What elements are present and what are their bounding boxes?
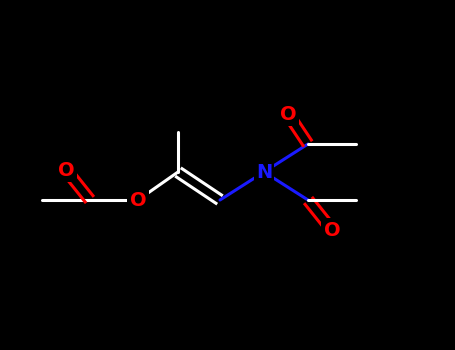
- Text: O: O: [280, 105, 296, 124]
- Text: O: O: [324, 220, 340, 239]
- Text: O: O: [58, 161, 74, 180]
- Text: O: O: [130, 190, 147, 210]
- Text: N: N: [256, 162, 272, 182]
